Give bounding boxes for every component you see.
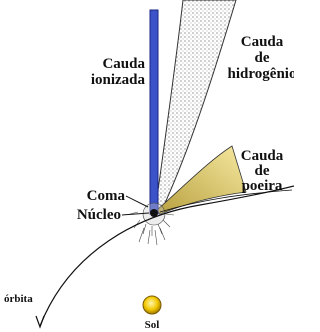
dust-tail-label: de (255, 163, 270, 179)
dust-tail-label: poeira (242, 178, 283, 194)
dust-tail-label: Cauda (241, 148, 284, 164)
hydrogen-tail-label: Cauda (241, 34, 284, 50)
ion-tail-label: Cauda (102, 56, 145, 72)
sun-label: Sol (145, 319, 160, 331)
coma-pointer (126, 196, 148, 207)
ion-tail-label: ionizada (91, 72, 146, 88)
hydrogen-tail-label: de (255, 50, 270, 66)
orbit-label: órbita (4, 293, 33, 305)
ion-tail (150, 10, 158, 214)
sun (143, 296, 161, 314)
orbit-arrow (36, 316, 44, 327)
nucleus-label: Núcleo (77, 207, 121, 223)
coma-label: Coma (87, 188, 126, 204)
hydrogen-tail-label: hidrogênio (228, 66, 294, 82)
comet-diagram: Cauda ionizada Cauda de hidrogênio Cauda… (0, 0, 294, 332)
